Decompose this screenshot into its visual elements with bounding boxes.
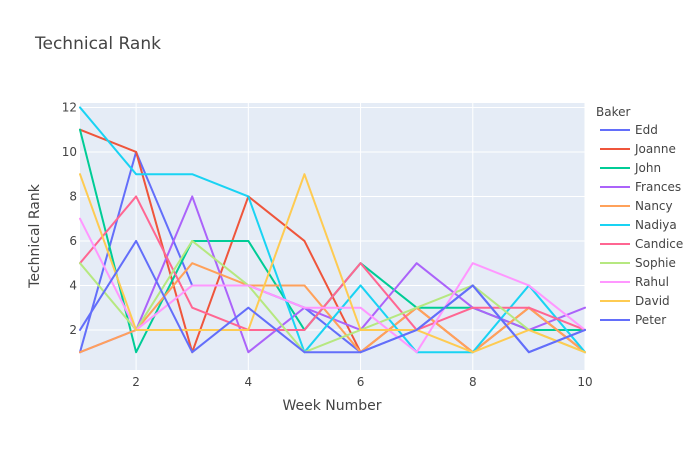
legend-item-rahul[interactable]: Rahul bbox=[600, 275, 669, 289]
y-tick-label: 4 bbox=[69, 278, 77, 292]
y-tick-label: 8 bbox=[69, 189, 77, 203]
legend-title: Baker bbox=[596, 105, 630, 119]
legend-item-nancy[interactable]: Nancy bbox=[600, 199, 673, 213]
chart-title: Technical Rank bbox=[35, 34, 161, 54]
legend-item-david[interactable]: David bbox=[600, 294, 670, 308]
legend-item-frances[interactable]: Frances bbox=[600, 180, 681, 194]
y-tick-label: 6 bbox=[69, 234, 77, 248]
y-tick-label: 10 bbox=[62, 145, 77, 159]
series-lines bbox=[79, 106, 586, 354]
series-line-sophie[interactable] bbox=[79, 239, 586, 354]
series-line-rahul[interactable] bbox=[79, 217, 586, 354]
legend-item-edd[interactable]: Edd bbox=[600, 123, 658, 137]
y-tick-label: 12 bbox=[62, 100, 77, 114]
x-tick-label: 8 bbox=[469, 375, 477, 389]
legend-label: Sophie bbox=[635, 256, 676, 270]
series-line-peter[interactable] bbox=[79, 239, 586, 354]
legend-item-nadiya[interactable]: Nadiya bbox=[600, 218, 677, 232]
legend-item-candice[interactable]: Candice bbox=[600, 237, 683, 251]
legend-item-joanne[interactable]: Joanne bbox=[600, 142, 676, 156]
series-line-david[interactable] bbox=[79, 173, 586, 354]
legend-label: Candice bbox=[635, 237, 683, 251]
x-axis-label: Week Number bbox=[282, 398, 381, 414]
legend-label: Joanne bbox=[634, 142, 676, 156]
x-tick-label: 4 bbox=[245, 375, 253, 389]
legend-label: Peter bbox=[635, 313, 666, 327]
legend-label: Rahul bbox=[635, 275, 669, 289]
legend-label: David bbox=[635, 294, 670, 308]
legend-label: Nadiya bbox=[635, 218, 677, 232]
x-tick-label: 10 bbox=[577, 375, 592, 389]
legend-item-john[interactable]: John bbox=[600, 161, 661, 175]
y-tick-labels: 2 4 6 8 10 12 bbox=[62, 100, 77, 337]
legend-item-sophie[interactable]: Sophie bbox=[600, 256, 676, 270]
y-axis-label: Technical Rank bbox=[27, 183, 43, 289]
x-tick-labels: 2 4 6 8 10 bbox=[132, 375, 592, 389]
legend-item-peter[interactable]: Peter bbox=[600, 313, 666, 327]
x-tick-label: 2 bbox=[132, 375, 140, 389]
plot-background bbox=[80, 103, 585, 370]
legend-label: Edd bbox=[635, 123, 658, 137]
legend[interactable]: Edd Joanne John Frances Nancy Nadiya Candice So… bbox=[600, 123, 683, 327]
x-tick-label: 6 bbox=[357, 375, 365, 389]
legend-label: John bbox=[634, 161, 661, 175]
legend-label: Frances bbox=[635, 180, 681, 194]
y-tick-label: 2 bbox=[69, 323, 77, 337]
legend-label: Nancy bbox=[635, 199, 673, 213]
